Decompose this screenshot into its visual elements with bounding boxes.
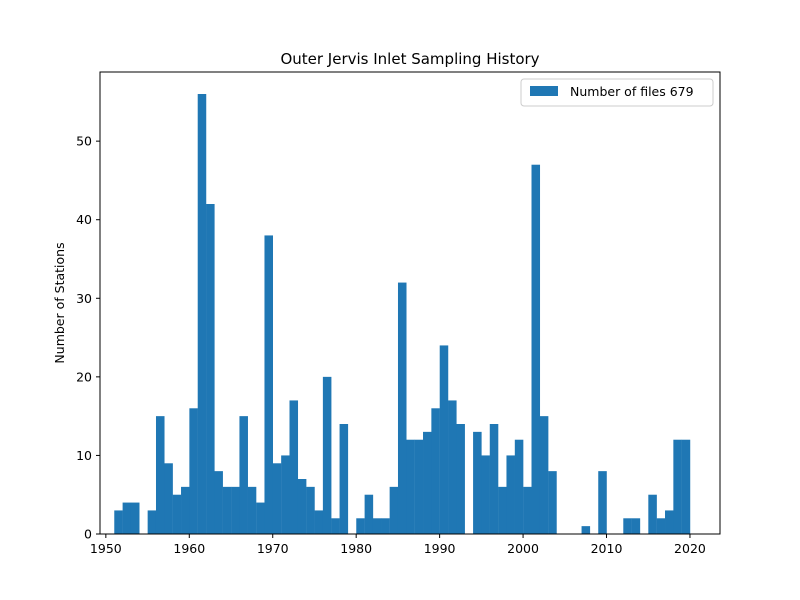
bar — [147, 510, 157, 534]
legend-label: Number of files 679 — [570, 84, 694, 99]
bar — [456, 424, 465, 534]
y-tick-label: 30 — [76, 291, 92, 306]
bar — [397, 282, 407, 534]
y-tick-label: 50 — [76, 134, 92, 149]
bar — [673, 439, 682, 534]
bar — [247, 486, 257, 534]
bar — [122, 502, 132, 534]
bar — [356, 518, 365, 534]
bar — [222, 486, 232, 534]
bar — [489, 424, 499, 534]
y-axis-label: Number of Stations — [52, 242, 67, 363]
bar — [297, 479, 307, 534]
bar — [665, 510, 674, 534]
legend-box — [520, 78, 714, 107]
bar — [406, 439, 415, 534]
chart-title: Outer Jervis Inlet Sampling History — [280, 50, 539, 68]
bar — [155, 416, 165, 534]
bar — [581, 526, 591, 534]
bar — [289, 400, 299, 534]
bar — [631, 518, 641, 534]
bar — [331, 518, 340, 534]
bar — [231, 486, 240, 534]
x-tick-label: 1990 — [424, 541, 456, 556]
bar — [272, 463, 282, 534]
bar — [206, 204, 215, 534]
x-tick-label: 2010 — [591, 541, 623, 556]
bar — [197, 94, 207, 534]
bar — [181, 486, 190, 534]
y-tick-label: 0 — [84, 527, 92, 542]
bar — [681, 439, 691, 534]
bar — [531, 164, 541, 534]
bar — [172, 494, 182, 534]
bar — [439, 345, 449, 534]
plot-frame — [99, 71, 721, 535]
bar — [114, 510, 123, 534]
bar — [239, 416, 248, 534]
x-tick-label: 1970 — [257, 541, 289, 556]
bar — [481, 455, 490, 534]
bar — [322, 376, 332, 534]
x-tick-label: 1980 — [340, 541, 372, 556]
bar — [506, 455, 515, 534]
bar — [473, 431, 482, 534]
x-tick-label: 2020 — [674, 541, 706, 556]
bar — [498, 486, 507, 534]
bar — [523, 486, 532, 534]
x-tick-label: 1960 — [173, 541, 205, 556]
bar — [130, 502, 140, 534]
bar — [648, 494, 657, 534]
x-tick-label: 1950 — [90, 541, 122, 556]
bar — [598, 471, 607, 534]
bar — [364, 494, 374, 534]
bar — [431, 408, 440, 534]
bar — [514, 439, 524, 534]
x-tick-label: 2000 — [507, 541, 539, 556]
bar — [339, 424, 349, 534]
bar — [306, 486, 315, 534]
bar — [189, 408, 198, 534]
bar — [389, 486, 399, 534]
bar — [214, 471, 223, 534]
y-tick-label: 10 — [76, 448, 92, 463]
bars-group — [114, 94, 691, 534]
bar — [414, 439, 424, 534]
bar — [448, 400, 457, 534]
bar — [264, 235, 273, 534]
bar — [548, 471, 557, 534]
y-axis: 0 10 20 30 40 50 — [76, 134, 100, 542]
bar — [623, 518, 632, 534]
y-tick-label: 40 — [76, 212, 92, 227]
bar — [381, 518, 390, 534]
y-tick-label: 20 — [76, 369, 92, 384]
legend: Number of files 679 — [520, 78, 714, 107]
legend-swatch — [530, 86, 558, 96]
bar — [281, 455, 290, 534]
bar — [314, 510, 324, 534]
x-axis: 1950 1960 1970 1980 1990 2000 2010 2020 — [90, 534, 706, 556]
bar — [423, 431, 432, 534]
bar — [539, 416, 549, 534]
bar — [164, 463, 173, 534]
bar — [372, 518, 382, 534]
bar — [256, 502, 265, 534]
bar — [656, 518, 666, 534]
